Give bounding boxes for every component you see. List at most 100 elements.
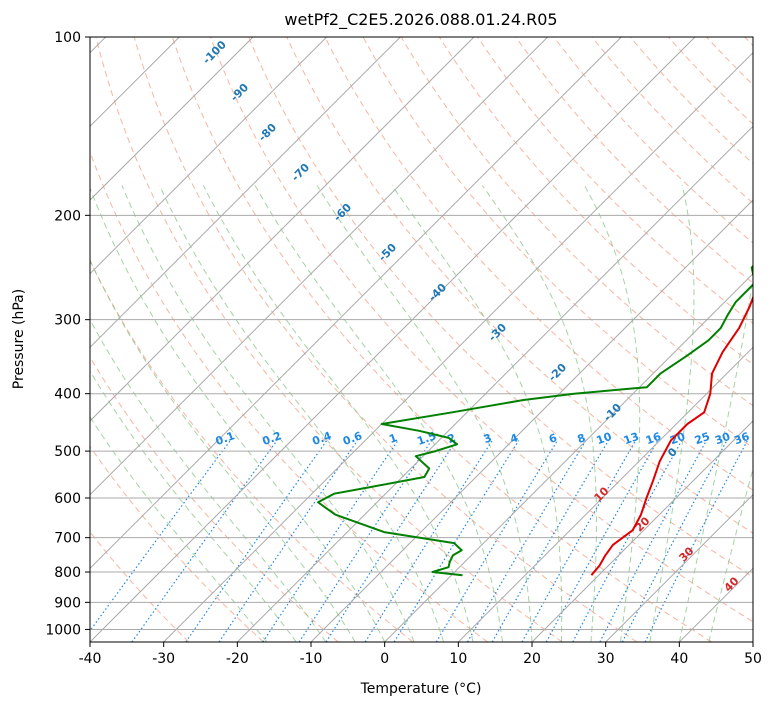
dry-adiabat-label: -80 xyxy=(256,121,279,144)
mixing-ratio-label: 4 xyxy=(508,431,520,446)
x-tick-label: 40 xyxy=(670,651,688,667)
isotherm-gridline xyxy=(531,420,753,642)
plot-foreground: -100-90-80-70-60-50-40-30-20-10010203040… xyxy=(200,38,753,595)
temperature-profile-line xyxy=(590,294,753,576)
y-tick-label: 1000 xyxy=(45,622,81,638)
x-tick-label: 0 xyxy=(380,651,389,667)
isotherm-gridline xyxy=(90,37,401,349)
mixing-ratio-label: 0.2 xyxy=(261,429,284,448)
dry-adiabat-line xyxy=(90,445,264,642)
isotherm-gridline xyxy=(90,37,696,642)
mixing-ratio-line xyxy=(491,440,609,642)
dry-adiabat-line xyxy=(171,37,712,642)
moist-adiabat-line xyxy=(708,466,753,642)
plot-frame xyxy=(89,36,754,643)
mixing-ratio-label: 0.6 xyxy=(341,429,364,448)
moist-adiabat-line xyxy=(391,185,563,642)
moist-adiabat-line xyxy=(90,259,356,642)
mixing-ratio-label: 6 xyxy=(547,431,559,446)
mixing-ratio-label: 3 xyxy=(482,431,494,446)
dry-adiabat-line xyxy=(515,37,753,284)
mixing-ratio-label: 1 xyxy=(387,431,399,446)
y-tick-label: 900 xyxy=(54,595,81,611)
mixing-ratio-label: 36 xyxy=(732,430,751,448)
y-tick-label: 800 xyxy=(54,565,81,581)
dry-adiabat-label: -10 xyxy=(601,401,624,424)
x-tick-label: -20 xyxy=(226,651,249,667)
dry-adiabat-label: -90 xyxy=(228,81,251,104)
mixing-ratio-line xyxy=(393,440,520,642)
dry-adiabat-line xyxy=(553,37,753,244)
isotherm-gridline xyxy=(90,37,622,570)
plot-area xyxy=(90,37,753,642)
dry-adiabat-label: -70 xyxy=(289,161,312,184)
dry-adiabat-line xyxy=(744,37,753,47)
dry-adiabat-line xyxy=(90,259,414,642)
mixing-ratio-label: 20 xyxy=(668,430,687,448)
mixing-ratio-line xyxy=(466,440,587,642)
isotherm-gridline xyxy=(90,37,475,422)
dry-adiabat-line xyxy=(706,37,753,86)
moist-adiabat-label: 40 xyxy=(722,574,742,594)
dry-adiabat-line xyxy=(400,37,753,407)
dewpoint-profile-line xyxy=(317,264,753,577)
isotherm-gridline xyxy=(90,37,328,275)
moist-adiabat-line xyxy=(90,186,386,642)
dry-adiabat-line xyxy=(210,37,753,623)
isotherm-gridline xyxy=(90,37,549,496)
mixing-ratio-label: 16 xyxy=(644,430,663,448)
mixing-ratio-label: 0.4 xyxy=(310,429,333,448)
moist-adiabat-line xyxy=(678,274,753,642)
y-tick-label: 300 xyxy=(54,313,81,329)
mixing-ratio-line xyxy=(218,440,358,642)
dry-adiabat-label: -60 xyxy=(331,201,354,224)
dry-adiabat-line xyxy=(90,531,190,642)
mixing-ratio-label: 2 xyxy=(446,431,458,446)
x-tick-label: 20 xyxy=(523,651,541,667)
dry-adiabat-line xyxy=(248,37,753,578)
x-tick-label: -10 xyxy=(300,651,323,667)
y-tick-label: 500 xyxy=(54,444,81,460)
chart-title: wetPf2_C2E5.2026.088.01.24.R05 xyxy=(284,10,557,30)
dry-adiabat-line xyxy=(591,37,753,204)
mixing-ratio-line xyxy=(521,440,637,642)
y-tick-label: 200 xyxy=(54,208,81,224)
moist-adiabat-line xyxy=(584,185,641,642)
x-tick-label: 30 xyxy=(597,651,615,667)
x-axis-label: Temperature (°C) xyxy=(360,681,482,697)
isotherm-gridline xyxy=(384,272,753,642)
dry-adiabat-label: -30 xyxy=(486,321,509,344)
x-tick-label: -30 xyxy=(152,651,175,667)
y-tick-label: 600 xyxy=(54,491,81,507)
mixing-ratio-line xyxy=(262,440,399,642)
mixing-ratio-label: 8 xyxy=(576,431,588,446)
mixing-ratio-line xyxy=(644,440,748,642)
y-axis-label: Pressure (hPa) xyxy=(11,289,27,389)
moist-adiabat-line xyxy=(316,185,533,642)
dry-adiabat-label: -50 xyxy=(376,241,399,264)
isotherm-gridline xyxy=(457,346,753,642)
y-tick-label: 700 xyxy=(54,531,81,547)
moist-adiabat-line xyxy=(90,370,297,642)
dry-adiabat-label: -40 xyxy=(426,281,449,304)
moist-adiabat-line xyxy=(121,185,415,642)
moist-adiabat-line xyxy=(202,185,474,642)
x-tick-label: -40 xyxy=(79,651,102,667)
mixing-ratio-line xyxy=(185,440,328,642)
dry-adiabat-line xyxy=(477,37,753,325)
isotherm-gridline xyxy=(310,199,753,642)
moist-adiabat-line xyxy=(90,318,327,642)
moist-adiabat-line xyxy=(254,185,503,642)
y-tick-label: 400 xyxy=(54,387,81,403)
mixing-ratio-label: 13 xyxy=(622,430,641,447)
isotherm-gridline xyxy=(605,493,753,642)
dry-adiabat-line xyxy=(629,37,753,165)
mixing-ratio-label: 30 xyxy=(713,430,732,448)
moist-adiabat-line xyxy=(90,416,268,642)
moist-adiabat-label: 30 xyxy=(677,544,697,564)
mixing-ratio-line xyxy=(599,440,707,642)
x-tick-label: 50 xyxy=(744,651,762,667)
mixing-ratio-line xyxy=(298,440,432,642)
isotherm-gridline xyxy=(752,641,753,642)
